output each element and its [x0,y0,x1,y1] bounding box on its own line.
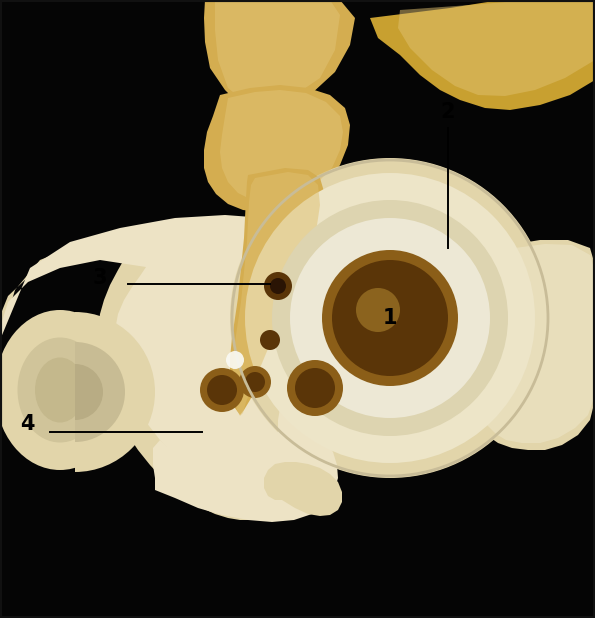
Circle shape [332,260,448,376]
Circle shape [264,272,292,300]
Wedge shape [75,312,155,472]
Circle shape [322,250,458,386]
Polygon shape [204,85,350,212]
Polygon shape [468,240,595,450]
Text: 3: 3 [93,268,107,288]
Polygon shape [215,0,340,104]
Polygon shape [233,172,320,416]
Circle shape [245,372,265,392]
Circle shape [260,330,280,350]
Circle shape [295,368,335,408]
Wedge shape [75,342,125,442]
Ellipse shape [17,337,102,442]
Circle shape [230,158,550,478]
Text: 2: 2 [441,102,455,122]
Circle shape [200,368,244,412]
Circle shape [226,351,244,369]
Polygon shape [264,462,342,516]
Polygon shape [204,0,355,108]
Text: 1: 1 [383,308,397,328]
Circle shape [239,366,271,398]
Circle shape [356,288,400,332]
Polygon shape [478,244,595,443]
Polygon shape [398,0,595,96]
Ellipse shape [35,357,85,423]
Polygon shape [230,168,325,415]
Circle shape [287,360,343,416]
Polygon shape [220,90,343,203]
Ellipse shape [0,310,125,470]
Polygon shape [0,218,478,520]
Polygon shape [0,210,505,518]
Text: 4: 4 [20,414,35,434]
Circle shape [207,375,237,405]
Circle shape [290,218,490,418]
Polygon shape [153,397,338,522]
Polygon shape [370,0,595,110]
Circle shape [245,173,535,463]
Wedge shape [75,364,103,420]
Circle shape [272,200,508,436]
Circle shape [270,278,286,294]
